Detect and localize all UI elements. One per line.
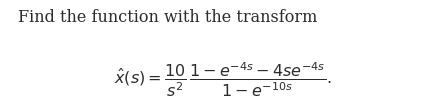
- Text: $\hat{x}(s) = \dfrac{10}{s^2}\,\dfrac{1 - e^{-4s} - 4se^{-4s}}{1 - e^{-10s}}.$: $\hat{x}(s) = \dfrac{10}{s^2}\,\dfrac{1 …: [114, 61, 332, 99]
- Text: Find the function with the transform: Find the function with the transform: [18, 9, 317, 26]
